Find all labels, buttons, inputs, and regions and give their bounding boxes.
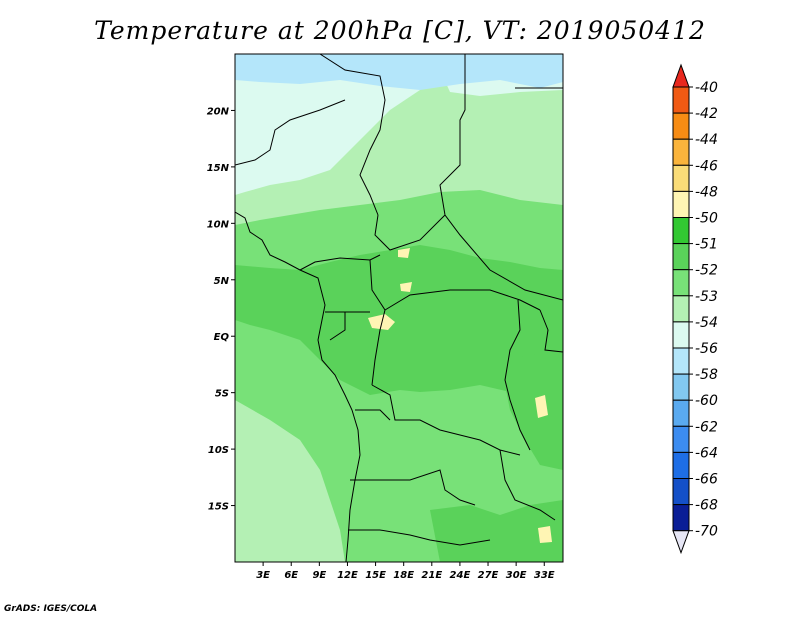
plot-title: Temperature at 200hPa [C], VT: 201905041… [94,16,706,45]
colorbar-swatch [672,164,690,192]
lat-tick-label: 20N [207,106,230,117]
border-line [355,409,391,421]
colorbar-label: -50 [695,211,718,227]
border-line [439,54,563,301]
field-warm-spot [535,395,548,418]
lon-tick-label: 12E [337,570,358,581]
lon-tick-label: 30E [506,570,527,581]
field-warm-spot [538,526,552,543]
lat-tick-label: 10N [207,219,230,230]
colorbar-swatch [672,217,690,245]
colorbar-label: -46 [695,158,718,174]
border-line [499,449,556,521]
lat-tick-label: 15S [208,502,229,513]
colorbar-swatch [672,138,690,166]
colorbar-swatch [672,478,690,506]
map-frame [234,53,564,563]
colorbar-label: -40 [695,80,718,96]
credit-text: GrADS: IGES/COLA [4,604,98,614]
colorbar-swatch [672,86,690,114]
colorbar: -40 -42 -44 -46 -48 -50 -51 -52 -53 -54 -56 -58 -60 -… [672,63,718,555]
border-line [504,299,531,451]
border-line [329,312,346,341]
lon-tick-label: 24E [450,570,471,581]
lat-tick-label: EQ [214,332,230,343]
colorbar-label: -54 [695,315,718,331]
colorbar-label: -62 [695,419,718,435]
border-line [319,54,386,216]
field-green-southeast [430,500,563,562]
lat-tick-label: 15N [207,163,230,174]
lon-tick-label: 33E [534,570,555,581]
lon-tick-label: 21E [421,570,442,581]
field-warm-spot [398,248,410,258]
colorbar-label: -58 [695,367,718,383]
border-line [371,384,521,456]
lon-tick-label: 6E [284,570,298,581]
temperature-field [235,54,563,562]
colorbar-label: -68 [695,498,718,514]
border-line [350,469,476,506]
colorbar-label: -64 [695,445,718,461]
field-light-green-southwest [235,400,345,562]
colorbar-label: -53 [695,289,718,305]
border-line [348,529,491,546]
latitude-axis: 20N 15N 10N 5N EQ 5S 10S 15S [207,106,235,513]
colorbar-swatch [672,451,690,479]
lat-tick-label: 5N [214,276,230,287]
field-warm-spot [400,282,412,292]
colorbar-swatch [672,373,690,401]
lon-tick-label: 18E [393,570,414,581]
country-borders [235,54,563,562]
colorbar-label: -60 [695,393,718,409]
colorbar-bottom-arrow [672,530,690,555]
lat-tick-label: 5S [215,389,229,400]
colorbar-swatch [672,399,690,427]
colorbar-label: -70 [695,524,718,540]
lon-tick-label: 3E [256,570,270,581]
colorbar-swatch [672,243,690,271]
border-line [235,99,346,166]
colorbar-swatch [672,295,690,323]
lon-tick-label: 27E [478,570,499,581]
field-cold-top [235,54,563,90]
border-line [374,214,446,251]
field-green-lake-region [500,350,563,470]
colorbar-label: -52 [695,263,718,279]
lat-tick-label: 10S [208,445,229,456]
field-pale-northwest [235,70,440,195]
colorbar-label: -51 [695,237,718,253]
colorbar-label: -66 [695,472,718,488]
colorbar-swatch [672,112,690,140]
border-line [369,259,386,386]
border-line [299,254,381,271]
colorbar-label: -44 [695,132,718,148]
border-line [384,289,541,311]
colorbar-label: -42 [695,106,718,122]
longitude-axis: 3E 6E 9E 12E 15E 18E 21E 24E 27E 30E 33E [256,562,555,581]
colorbar-swatch [672,190,690,218]
colorbar-swatch [672,504,690,532]
lon-tick-label: 15E [365,570,386,581]
colorbar-swatch [672,269,690,297]
colorbar-swatch [672,347,690,375]
colorbar-swatch [672,425,690,453]
colorbar-top-arrow [672,63,690,88]
border-line [539,309,563,353]
colorbar-swatch [672,321,690,349]
coastline [235,211,361,562]
colorbar-label: -48 [695,184,718,200]
lon-tick-label: 9E [312,570,326,581]
colorbar-label: -56 [695,341,718,357]
field-dark-green-equator [235,245,563,400]
